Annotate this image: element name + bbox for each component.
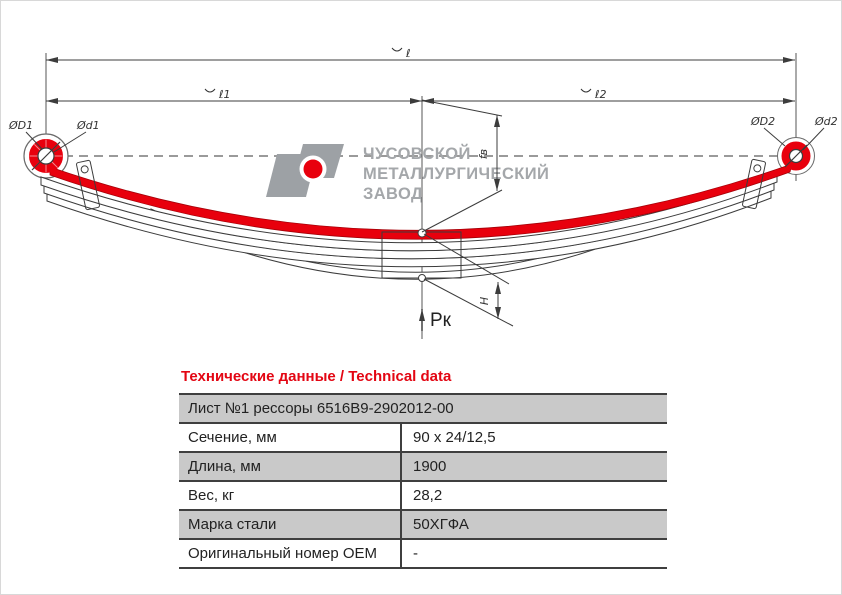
table-row: Оригинальный номер OEM - <box>179 538 667 569</box>
right-eye-bushing <box>781 141 811 171</box>
table-row: Сечение, мм 90 x 24/12,5 <box>179 422 667 452</box>
logo-text-line2: МЕТАЛЛУРГИЧЕСКИЙ <box>363 164 549 183</box>
plant-logo: ЧУСОВСКОЙ МЕТАЛЛУРГИЧЕСКИЙ ЗАВОД <box>266 144 549 203</box>
leader-d1 <box>53 131 87 153</box>
pack-height-dimension <box>423 233 514 327</box>
leader-D2 <box>763 127 786 147</box>
leaf-stack <box>40 163 793 280</box>
row-value: 1900 <box>400 451 667 481</box>
row-label: Сечение, мм <box>179 422 401 452</box>
row-label: Марка стали <box>179 509 401 539</box>
table-row: Вес, кг 28,2 <box>179 480 667 510</box>
part-number-cell: Лист №1 рессоры 6516B9-2902012-00 <box>179 393 667 423</box>
camber-dimension <box>421 99 503 233</box>
dim-label-d1: Ød1 <box>76 119 100 132</box>
dim-label-pack-height: H <box>478 297 491 305</box>
left-clamp <box>76 159 100 211</box>
row-value: - <box>400 538 667 569</box>
technical-data-table: Лист №1 рессоры 6516B9-2902012-00 Сечени… <box>179 393 667 569</box>
dim-label-l: ℓ <box>405 47 411 60</box>
load-label: Рк <box>430 310 452 331</box>
row-value: 90 x 24/12,5 <box>400 422 667 452</box>
row-value: 28,2 <box>400 480 667 510</box>
leaf-2 <box>40 173 778 252</box>
center-bolt-nut <box>418 274 426 282</box>
technical-data-title: Технические данные / Technical data <box>181 368 452 385</box>
logo-text-line1: ЧУСОВСКОЙ <box>363 144 471 163</box>
main-leaf-red <box>49 163 793 240</box>
leaf-spring-technical-drawing: ЧУСОВСКОЙ МЕТАЛЛУРГИЧЕСКИЙ ЗАВОД ℓ ℓ1 ℓ2 <box>8 47 838 339</box>
arc-symbol-l <box>391 47 403 52</box>
dim-label-l1: ℓ1 <box>218 88 231 101</box>
table-row-part-number: Лист №1 рессоры 6516B9-2902012-00 <box>179 393 667 423</box>
row-label: Длина, мм <box>179 451 401 481</box>
technical-data-section: Технические данные / Technical data Лист… <box>179 367 667 569</box>
row-label: Оригинальный номер OEM <box>179 538 401 569</box>
table-row: Марка стали 50ХГФА <box>179 509 667 539</box>
row-value: 50ХГФА <box>400 509 667 539</box>
right-clamp <box>742 158 766 210</box>
row-label: Вес, кг <box>179 480 401 510</box>
dim-label-D2: ØD2 <box>750 115 775 128</box>
arc-symbol-l1 <box>204 88 216 93</box>
logo-red-dot <box>303 159 323 179</box>
dim-label-l2: ℓ2 <box>594 88 607 101</box>
leader-D1 <box>25 131 43 150</box>
dim-label-camber: fв <box>477 149 490 159</box>
table-row: Длина, мм 1900 <box>179 451 667 481</box>
leader-d2 <box>802 127 825 151</box>
dim-label-d2: Ød2 <box>814 115 838 128</box>
dim-label-D1: ØD1 <box>8 119 33 132</box>
arc-symbol-l2 <box>580 88 592 93</box>
logo-text-line3: ЗАВОД <box>363 185 423 203</box>
left-eye-bushing <box>29 139 63 173</box>
